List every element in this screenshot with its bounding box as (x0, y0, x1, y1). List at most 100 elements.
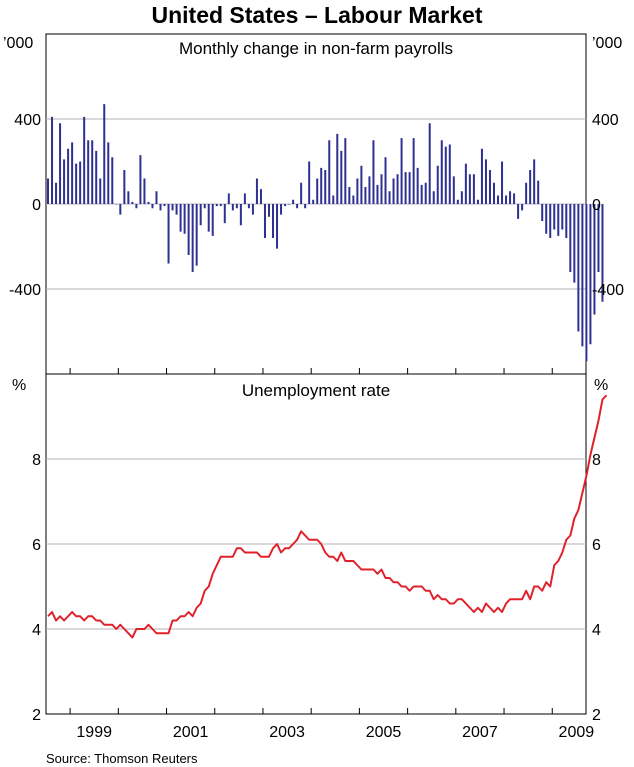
unemployment-unit-right: % (594, 377, 608, 394)
payroll-bar (55, 182, 58, 204)
payroll-bar (392, 178, 395, 204)
payroll-bar (484, 159, 487, 205)
payroll-bar (296, 204, 299, 209)
payroll-bars (47, 104, 604, 362)
payroll-bar (284, 204, 287, 207)
payroll-bar (312, 199, 315, 204)
payroll-bar (83, 116, 86, 205)
payroll-bar (179, 204, 182, 232)
payroll-bar (517, 204, 520, 219)
payroll-bar (227, 193, 230, 205)
payroll-bar (400, 138, 403, 205)
payroll-bar (87, 140, 90, 204)
payrolls-unit-left: ’000 (3, 35, 33, 52)
payroll-bar (304, 204, 307, 209)
payroll-bar (328, 140, 331, 204)
unemployment-ytick-label-right: 6 (592, 537, 601, 554)
payroll-bar (324, 170, 327, 204)
payroll-bar (464, 163, 467, 205)
x-tick-label: 1999 (76, 724, 112, 741)
payroll-bar (569, 204, 572, 272)
unemployment-ytick-label-right: 4 (592, 622, 601, 639)
payrolls-ytick-label-right: 0 (592, 197, 601, 214)
payroll-bar (103, 104, 106, 205)
payrolls-ytick-label-left: 0 (32, 197, 41, 214)
unemployment-rate-line (47, 394, 608, 639)
payroll-bar (332, 195, 335, 204)
payroll-bar (561, 204, 564, 230)
payroll-bar (581, 204, 584, 347)
payroll-bar (71, 142, 74, 205)
payroll-bar (147, 201, 150, 205)
payroll-bar (231, 204, 234, 211)
payroll-bar (601, 204, 604, 302)
payroll-bar (356, 178, 359, 204)
payroll-bar (47, 178, 50, 204)
payroll-bar (215, 204, 218, 207)
payroll-bar (593, 204, 596, 315)
payroll-bar (348, 187, 351, 204)
payroll-bar (376, 184, 379, 205)
payroll-bar (111, 157, 114, 204)
payroll-bar (468, 174, 471, 204)
payroll-bar (115, 204, 118, 205)
payroll-bar (440, 140, 443, 204)
payroll-bar (513, 193, 516, 205)
payroll-bar (207, 204, 210, 232)
payroll-bar (549, 204, 552, 238)
payroll-bar (553, 204, 556, 230)
payroll-bar (452, 176, 455, 204)
payroll-bar (448, 144, 451, 204)
payroll-bar (364, 187, 367, 204)
payroll-bar (533, 159, 536, 205)
payroll-bar (235, 204, 238, 209)
payroll-bar (191, 204, 194, 272)
payroll-bar (151, 204, 154, 209)
payroll-bar (408, 172, 411, 205)
payroll-bar (396, 174, 399, 204)
payroll-bar (75, 163, 78, 205)
payroll-bar (99, 178, 102, 204)
payroll-bar (573, 204, 576, 283)
payroll-bar (131, 201, 134, 205)
payroll-bar (529, 170, 532, 204)
x-tick-label: 2005 (366, 724, 402, 741)
unemployment-ytick-label-right: 8 (592, 452, 601, 469)
payroll-bar (119, 204, 122, 215)
payroll-bar (585, 204, 588, 362)
payroll-bar (436, 165, 439, 204)
unemployment-panel-title: Unemployment rate (242, 381, 390, 400)
payroll-bar (300, 182, 303, 204)
payroll-bar (360, 165, 363, 204)
payroll-bar (155, 191, 158, 204)
payroll-bar (91, 140, 94, 204)
payroll-bar (239, 204, 242, 226)
payroll-bar (589, 204, 592, 345)
payroll-bar (460, 191, 463, 204)
payroll-bar (537, 180, 540, 205)
payroll-bar (597, 204, 600, 272)
payroll-bar (432, 191, 435, 204)
payroll-bar (320, 167, 323, 204)
payroll-bar (211, 204, 214, 236)
payroll-bar (492, 182, 495, 204)
axis-ticks (69, 368, 553, 714)
payroll-bar (308, 161, 311, 204)
payroll-bar (171, 204, 174, 211)
payroll-bar (259, 189, 262, 204)
payroll-bar (336, 133, 339, 204)
payroll-bar (272, 204, 275, 238)
payroll-bar (175, 204, 178, 215)
payroll-bar (476, 199, 479, 204)
payroll-bar (79, 161, 82, 204)
payroll-bar (255, 178, 258, 204)
source-note: Source: Thomson Reuters (46, 751, 198, 766)
unemployment-line-group (47, 394, 608, 639)
unemployment-ytick-label-left: 4 (32, 622, 41, 639)
payroll-bar (163, 204, 166, 207)
payroll-bar (424, 182, 427, 204)
x-tick-label: 2009 (559, 724, 595, 741)
payrolls-ytick-label-right: 400 (592, 112, 619, 129)
payroll-bar (416, 167, 419, 204)
